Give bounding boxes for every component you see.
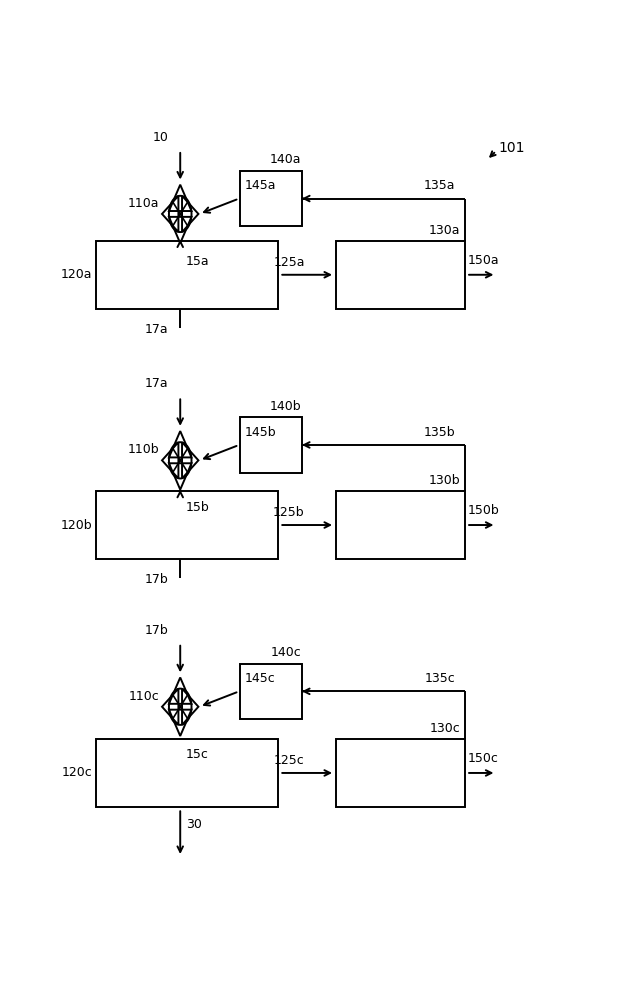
Text: 135a: 135a [424,179,455,192]
Text: 17a: 17a [145,377,168,390]
Text: 15a: 15a [186,255,210,268]
Text: 17b: 17b [145,573,168,586]
Bar [96,491,279,559]
Text: 150b: 150b [468,504,499,517]
Text: 130c: 130c [430,722,460,735]
Text: 145a: 145a [245,179,276,192]
Text: 120b: 120b [61,519,93,532]
Text: 10: 10 [153,131,168,144]
Text: 140b: 140b [270,400,302,413]
Bar [336,491,465,559]
Text: 110a: 110a [128,197,159,210]
Text: 15c: 15c [186,748,209,761]
Text: 125c: 125c [274,754,305,767]
Text: 120a: 120a [61,268,93,281]
Text: 125a: 125a [273,256,305,269]
Text: 130a: 130a [429,224,460,237]
Text: 145b: 145b [245,426,276,439]
Text: 150c: 150c [468,752,499,765]
Bar [240,171,302,226]
Text: 30: 30 [186,818,202,831]
Text: 125b: 125b [273,506,305,519]
Text: 101: 101 [499,141,525,155]
Bar [96,739,279,807]
Bar [240,417,302,473]
Text: 140c: 140c [270,646,301,659]
Bar [96,241,279,309]
Text: 17b: 17b [145,624,168,637]
Text: 135b: 135b [424,426,455,439]
Text: 130b: 130b [429,474,460,487]
Text: 110b: 110b [128,443,159,456]
Text: 150a: 150a [468,254,499,267]
Text: 140a: 140a [270,153,302,166]
Text: 135c: 135c [425,672,455,685]
Text: 15b: 15b [186,501,210,514]
Bar [240,664,302,719]
Bar [336,241,465,309]
Text: 145c: 145c [245,672,276,685]
Bar [336,739,465,807]
Text: 120c: 120c [62,766,93,779]
Text: 17a: 17a [145,323,168,336]
Text: 110c: 110c [129,690,159,703]
